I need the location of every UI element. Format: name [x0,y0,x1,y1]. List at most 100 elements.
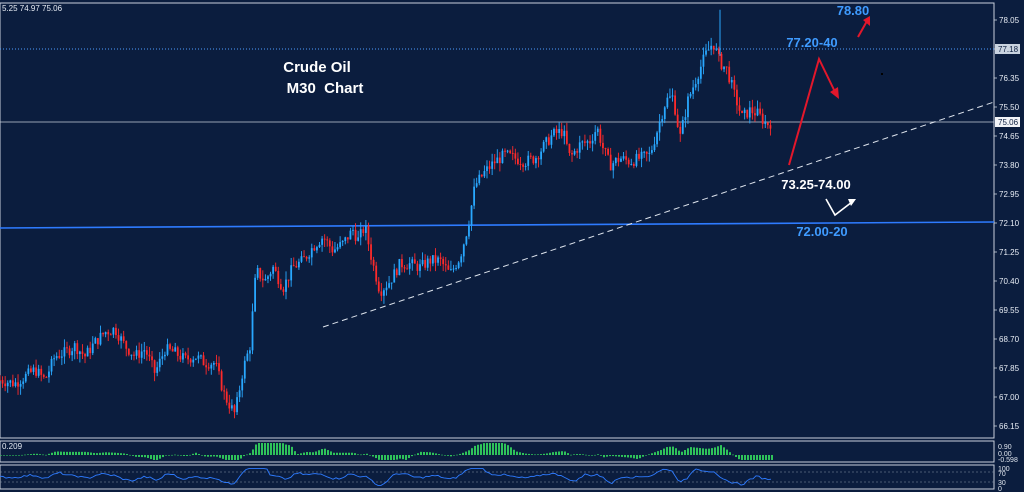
macd-bar [657,451,659,455]
macd-bar [576,454,578,455]
candle-body [764,122,767,125]
candle-body [297,261,300,268]
macd-bar [612,455,614,457]
candle-body [104,332,107,335]
macd-histogram [0,443,773,460]
candle-body [638,153,640,159]
macd-bar [639,455,641,459]
candle-body [4,383,7,387]
candle-body [40,368,43,375]
macd-bar [186,455,188,456]
candle-body [594,132,597,141]
candle-body [377,281,380,292]
macd-bar [306,451,308,455]
macd-bar [510,447,512,455]
candle-body [176,347,179,356]
candle-body [645,151,648,154]
macd-bar [570,454,572,456]
macd-bar [363,454,365,455]
candle-body [547,137,550,145]
support-label: 73.25-74.00 [781,177,850,192]
candle-body [0,379,1,381]
candle-body [450,269,452,271]
candle-body [305,256,308,259]
macd-bar [378,455,380,460]
candle-body [328,240,331,247]
candle-body [712,45,715,50]
macd-bar [534,454,536,456]
candle-body [599,128,602,143]
macd-bar [162,455,164,458]
candle-body [475,183,478,187]
candle-body [189,359,192,363]
candle-body [558,129,561,133]
macd-bar [684,450,686,455]
candle-body [741,110,743,113]
macd-bar [90,452,92,455]
macd-bar [678,450,680,455]
candle-body [390,282,393,284]
macd-bar [213,455,215,457]
candle-body [421,260,424,265]
candle-body [710,45,713,50]
candle-body [439,257,442,259]
candle-body [746,109,749,118]
ohlc-readout: 5.25 74.97 75.06 [2,4,63,13]
macd-bar [300,453,302,455]
macd-bar [729,452,731,455]
candle-body [692,87,695,94]
candle-body [411,259,414,264]
macd-bar [18,455,20,456]
candle-body [532,156,535,164]
candle-body [218,363,220,372]
candle-body [393,269,396,283]
macd-bar [312,452,314,455]
candle-body [406,268,409,270]
macd-bar [87,452,89,455]
macd-bar [318,450,320,455]
macd-bar [204,455,206,457]
candle-body [210,364,213,369]
price-axis-tick-label: 71.25 [999,248,1020,257]
candle-body [238,390,241,398]
candle-body [452,268,455,270]
candle-body [107,332,110,335]
candle-body [501,150,504,164]
candle-body [581,141,584,143]
candle-body [71,351,74,356]
price-axis-tick-label: 72.10 [999,219,1020,228]
candle-body [231,405,233,409]
macd-bar [273,443,275,455]
macd-bar [405,455,407,460]
candle-body [694,84,697,88]
candle-body [323,238,326,240]
price-axis-tick-label: 74.65 [999,132,1020,141]
macd-bar [768,455,770,460]
macd-bar [45,454,47,456]
macd-bar [771,455,773,460]
macd-bar [423,451,425,455]
candle-body [205,365,208,368]
bounce-white-arrowhead [848,199,856,206]
price-axis-tick-label: 73.80 [999,161,1020,170]
candle-body [94,338,97,344]
macd-bar [654,452,656,455]
macd-bar [552,452,554,455]
candle-body [9,380,12,383]
macd-bar [75,451,77,455]
macd-bar [267,443,269,455]
macd-bar [495,443,497,455]
candle-body [50,358,53,372]
candle-body [488,166,491,169]
candle-body [643,151,646,153]
candle-body [153,360,156,373]
macd-bar [282,443,284,455]
candle-body [514,153,517,159]
candle-body [403,267,406,269]
macd-bar [645,455,647,456]
macd-bar [501,443,503,455]
candle-body [32,367,35,372]
macd-bar [441,454,443,456]
candle-body [233,405,236,413]
